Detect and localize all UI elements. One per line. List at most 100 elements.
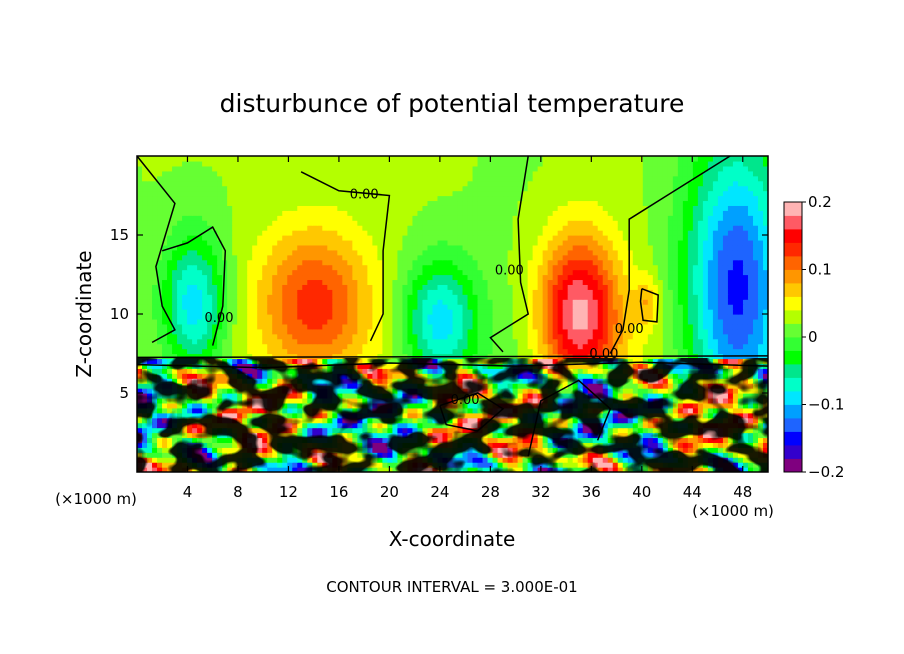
field-cell bbox=[662, 328, 669, 335]
field-cell bbox=[662, 289, 669, 295]
field-cell bbox=[267, 294, 273, 300]
field-cell bbox=[302, 348, 308, 355]
field-cell bbox=[617, 309, 624, 315]
field-cell bbox=[302, 284, 308, 290]
field-cell bbox=[742, 289, 749, 295]
field-cell bbox=[467, 294, 474, 300]
field-cell bbox=[512, 294, 519, 300]
field-cell bbox=[512, 314, 519, 320]
field-cell bbox=[632, 279, 639, 285]
field-cell bbox=[737, 318, 744, 325]
field-cell bbox=[207, 289, 213, 295]
field-cell bbox=[222, 323, 228, 330]
field-cell bbox=[262, 353, 268, 360]
field-cell bbox=[612, 328, 619, 335]
field-cell bbox=[732, 314, 739, 320]
field-cell bbox=[497, 304, 504, 310]
field-cell bbox=[342, 328, 348, 335]
field-cell bbox=[392, 328, 399, 335]
field-cell bbox=[267, 323, 273, 330]
field-cell bbox=[387, 299, 394, 305]
field-cell bbox=[337, 333, 343, 340]
field-cell bbox=[232, 323, 238, 330]
field-cell bbox=[217, 323, 223, 330]
field-cell bbox=[147, 299, 153, 305]
field-cell bbox=[707, 318, 714, 325]
field-cell bbox=[512, 338, 519, 345]
field-cell bbox=[502, 309, 509, 315]
field-cell bbox=[142, 284, 148, 290]
field-cell bbox=[227, 348, 233, 355]
field-cell bbox=[737, 294, 744, 300]
field-cell bbox=[307, 299, 313, 305]
field-cell bbox=[742, 328, 749, 335]
field-cell bbox=[647, 314, 654, 320]
field-cell bbox=[162, 289, 168, 295]
field-cell bbox=[322, 279, 328, 285]
field-cell bbox=[662, 304, 669, 310]
field-cell bbox=[302, 314, 308, 320]
field-cell bbox=[512, 323, 519, 330]
field-cell bbox=[722, 318, 729, 325]
field-cell bbox=[217, 348, 223, 355]
field-cell bbox=[537, 318, 544, 325]
field-cell bbox=[482, 333, 489, 340]
field-cell bbox=[187, 279, 193, 285]
field-cell bbox=[222, 343, 228, 350]
field-cell bbox=[167, 343, 173, 350]
field-cell bbox=[197, 338, 203, 345]
field-cell bbox=[462, 309, 469, 315]
field-cell bbox=[707, 299, 714, 305]
field-cell bbox=[602, 299, 609, 305]
field-cell bbox=[522, 309, 529, 315]
field-cell bbox=[397, 348, 404, 355]
field-cell bbox=[617, 323, 624, 330]
field-cell bbox=[712, 279, 719, 285]
field-cell bbox=[617, 294, 624, 300]
field-cell bbox=[162, 304, 168, 310]
field-cell bbox=[497, 333, 504, 340]
field-cell bbox=[367, 274, 373, 281]
field-cell bbox=[552, 343, 559, 350]
field-cell bbox=[497, 279, 504, 285]
field-cell bbox=[667, 289, 674, 295]
field-cell bbox=[382, 279, 388, 285]
field-cell bbox=[452, 274, 459, 281]
field-cell bbox=[287, 289, 293, 295]
field-cell bbox=[317, 343, 323, 350]
field-cell bbox=[222, 274, 228, 281]
field-cell bbox=[242, 353, 248, 360]
field-cell bbox=[467, 299, 474, 305]
field-cell bbox=[432, 279, 439, 285]
field-cell bbox=[247, 289, 253, 295]
field-cell bbox=[427, 274, 434, 281]
field-cell bbox=[352, 304, 358, 310]
field-cell bbox=[267, 274, 273, 281]
field-cell bbox=[322, 323, 328, 330]
field-cell bbox=[477, 348, 484, 355]
field-cell bbox=[447, 279, 454, 285]
field-cell bbox=[567, 279, 574, 285]
field-cell bbox=[227, 343, 233, 350]
field-cell bbox=[642, 338, 649, 345]
field-cell bbox=[182, 323, 188, 330]
field-cell bbox=[327, 348, 333, 355]
field-cell bbox=[432, 294, 439, 300]
field-cell bbox=[527, 284, 534, 290]
field-cell bbox=[562, 289, 569, 295]
field-cell bbox=[697, 279, 704, 285]
field-cell bbox=[607, 284, 614, 290]
field-cell bbox=[717, 323, 724, 330]
field-cell bbox=[752, 284, 759, 290]
field-cell bbox=[452, 289, 459, 295]
field-cell bbox=[522, 333, 529, 340]
field-cell bbox=[447, 284, 454, 290]
field-cell bbox=[477, 328, 484, 335]
field-cell bbox=[712, 323, 719, 330]
field-cell bbox=[532, 309, 539, 315]
field-cell bbox=[567, 284, 574, 290]
field-cell bbox=[272, 289, 278, 295]
field-cell bbox=[522, 338, 529, 345]
field-cell bbox=[707, 338, 714, 345]
field-cell bbox=[192, 343, 198, 350]
